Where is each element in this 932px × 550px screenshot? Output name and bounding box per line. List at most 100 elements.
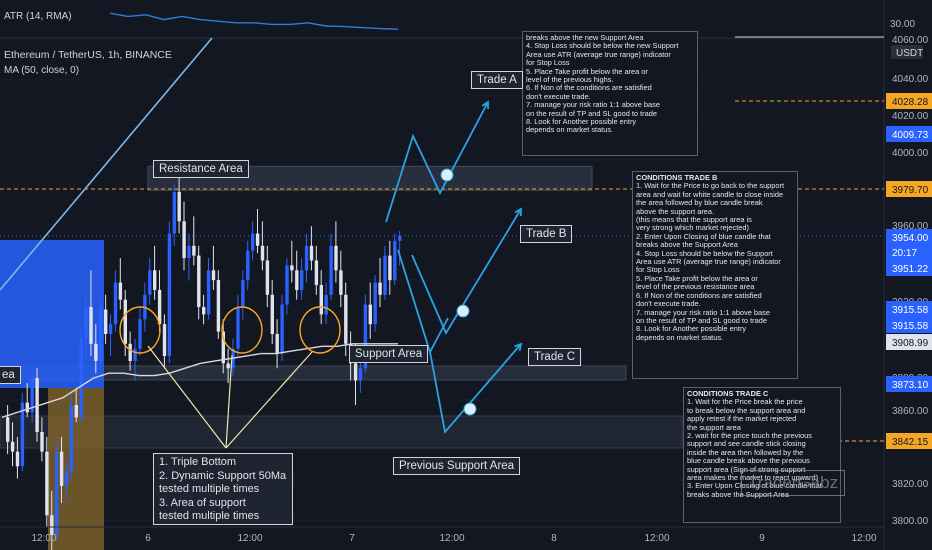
cut-off-area-label[interactable]: ea [0,366,21,384]
candle-body [128,343,132,361]
candle-body [25,402,29,413]
candle-body [59,451,64,486]
note-line: 3. Area of support [159,496,246,509]
candle-body [378,282,382,295]
candle-body [172,191,176,234]
candle [113,270,118,332]
candle [99,299,103,369]
candle-body [260,245,265,261]
candle-body [280,304,284,354]
price-badge-bg [886,244,932,260]
price-tick-label: 4020.00 [892,111,929,122]
candle-body [182,221,186,259]
pointer-line [147,345,227,449]
candle-body [50,515,54,535]
trade-c-label[interactable]: Trade C [528,348,582,366]
triple-bottom-notes[interactable]: 1. Triple Bottom 2. Dynamic Support 50Ma t… [153,453,293,525]
candle [300,258,304,300]
candle [89,270,93,357]
candle-body [309,245,314,261]
candle [216,270,221,339]
condition-line: 1. Wait for the Price break the price [687,397,803,407]
support-area-label[interactable]: Support Area [349,345,429,363]
trade-a-arrowhead [481,100,490,110]
candle [211,245,216,290]
condition-line: don't execute trade. [636,299,701,309]
candle [148,258,152,305]
price-badge-bg [886,334,932,350]
candle-body [255,233,260,246]
candle-body [55,451,59,535]
candle [35,368,39,442]
candle [153,245,157,300]
condition-line: breaks above the Support Area [636,240,738,250]
candle [309,226,314,271]
time-tick-label: 12:00 [851,533,876,544]
candle [339,250,343,308]
price-badge-label: 3954.00 [892,233,929,244]
candle [192,216,196,266]
support-touch-circle [299,306,341,354]
entry-point-marker [463,402,477,416]
currency-badge-bg [891,45,923,59]
candle-body [353,363,358,381]
condition-line: 2. wait for the price touch the previous [687,431,812,441]
candle-body [344,294,348,344]
candle [275,319,279,369]
candle-body [236,307,240,349]
trade-a-label[interactable]: Trade A [471,71,523,89]
price-tick-label: 3860.00 [892,406,929,417]
trade-c-projection [429,343,522,435]
candle [280,294,284,361]
price-tick-label: 3960.00 [892,221,929,232]
candle [206,258,211,320]
conditions-trade-c-note: CONDITIONS TRADE C 1. Wait for the Price… [683,387,841,523]
atr-line [109,12,399,30]
candle [94,324,98,374]
candle-body [329,245,333,295]
condition-line: on the result of TP and SL good to trade [636,315,767,325]
price-badge-label: 3915.58 [892,305,929,316]
candle [329,233,333,300]
candle [285,258,289,315]
candle [255,209,260,254]
candle-body [373,282,377,325]
candle-body [99,309,103,361]
candle-body [192,245,196,256]
condition-line: depends on market status. [636,332,724,342]
condition-line: blue candle break above the previous [687,456,810,466]
time-tick-label: 12:00 [644,533,669,544]
candle-body [138,319,142,349]
candle [226,348,230,383]
pointer-line [225,354,233,449]
candle-body [167,233,172,357]
candle-body [89,307,93,344]
candle [295,250,299,300]
candle [202,294,206,325]
support-touch-circle [221,306,263,354]
candle [236,294,240,357]
candle-body [45,451,49,516]
price-tick-label: 3800.00 [892,516,929,527]
trade-b-label[interactable]: Trade B [520,225,573,243]
candle [197,245,201,320]
candles-group [6,172,402,550]
candle-body [383,255,387,295]
resistance-area-label[interactable]: Resistance Area [153,160,249,178]
price-badge-label: 4028.28 [892,97,929,108]
previous-support-area-label[interactable]: Previous Support Area [393,457,521,475]
condition-line: 3. Enter Upon Closing of blue candle tha… [687,481,822,491]
candle-body [74,405,78,418]
condition-line: on the result of TP and SL good to trade [526,108,657,118]
candle [64,461,69,501]
candle [118,258,123,310]
note-line: 1. Triple Bottom [159,456,237,468]
condition-line: support area (Sign of strong support [687,464,806,474]
candle-body [113,282,118,325]
candle [246,240,250,290]
trend-line [0,37,213,291]
candle-body [314,260,319,285]
candle [368,282,372,339]
candle-body [118,282,123,300]
